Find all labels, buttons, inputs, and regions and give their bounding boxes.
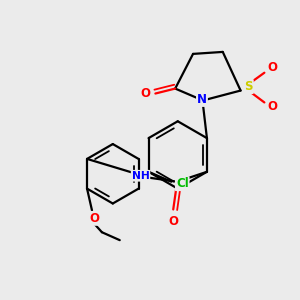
- Text: S: S: [244, 80, 253, 93]
- Text: O: O: [89, 212, 99, 225]
- Text: N: N: [197, 93, 207, 106]
- Text: O: O: [267, 100, 277, 113]
- Text: O: O: [267, 61, 277, 74]
- Text: O: O: [168, 215, 178, 228]
- Text: NH: NH: [132, 171, 149, 181]
- Text: O: O: [140, 87, 151, 100]
- Text: Cl: Cl: [176, 177, 189, 190]
